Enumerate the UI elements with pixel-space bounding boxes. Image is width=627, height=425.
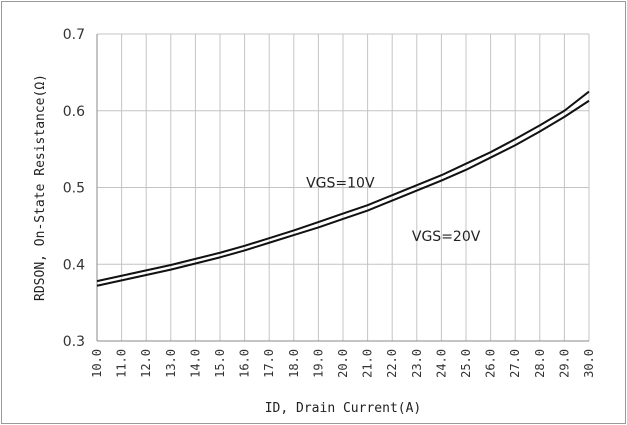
y-tick-label: 0.5 bbox=[63, 181, 85, 197]
x-tick-label: 12.0 bbox=[139, 349, 153, 378]
x-tick-label: 18.0 bbox=[287, 349, 301, 378]
x-tick-label: 25.0 bbox=[459, 349, 473, 378]
series-line-vgs-10v bbox=[96, 90, 590, 283]
x-tick-label: 27.0 bbox=[508, 349, 522, 378]
y-tick-label: 0.7 bbox=[63, 27, 85, 43]
x-tick-label: 17.0 bbox=[262, 349, 276, 378]
x-tick-label: 23.0 bbox=[410, 349, 424, 378]
x-tick-label: 22.0 bbox=[385, 349, 399, 378]
x-tick-label: 21.0 bbox=[361, 349, 375, 378]
x-tick-label: 28.0 bbox=[533, 349, 547, 378]
series-line-vgs-20v bbox=[96, 99, 590, 287]
series-label-vgs-20v: VGS=20V bbox=[412, 229, 481, 245]
y-tick-label: 0.4 bbox=[63, 257, 85, 273]
series-label-vgs-10v: VGS=10V bbox=[306, 176, 375, 192]
axes bbox=[96, 34, 589, 342]
x-tick-label: 11.0 bbox=[115, 349, 129, 378]
series-group bbox=[96, 90, 590, 287]
x-tick-label: 26.0 bbox=[484, 349, 498, 378]
x-axis-title: ID, Drain Current(A) bbox=[265, 401, 422, 416]
x-tick-label: 29.0 bbox=[557, 349, 571, 378]
x-tick-label: 30.0 bbox=[582, 349, 596, 378]
x-tick-label: 19.0 bbox=[311, 349, 325, 378]
x-tick-label: 14.0 bbox=[188, 349, 202, 378]
x-tick-label: 16.0 bbox=[238, 349, 252, 378]
y-tick-label: 0.6 bbox=[63, 104, 85, 120]
x-tick-label: 20.0 bbox=[336, 349, 350, 378]
y-tick-label: 0.3 bbox=[63, 334, 85, 350]
y-axis-title: RDSON, On-State Resistance(Ω) bbox=[33, 74, 48, 301]
x-tick-label: 10.0 bbox=[90, 349, 104, 378]
tick-labels: 10.0 11.0 12.0 13.0 14.0 15.0 16.0 17.0 18.0 19.0… bbox=[63, 27, 596, 378]
x-tick-label: 13.0 bbox=[164, 349, 178, 378]
x-tick-label: 15.0 bbox=[213, 349, 227, 378]
series-labels: VGS=10V VGS=20V bbox=[306, 176, 481, 246]
x-tick-label: 24.0 bbox=[434, 349, 448, 378]
